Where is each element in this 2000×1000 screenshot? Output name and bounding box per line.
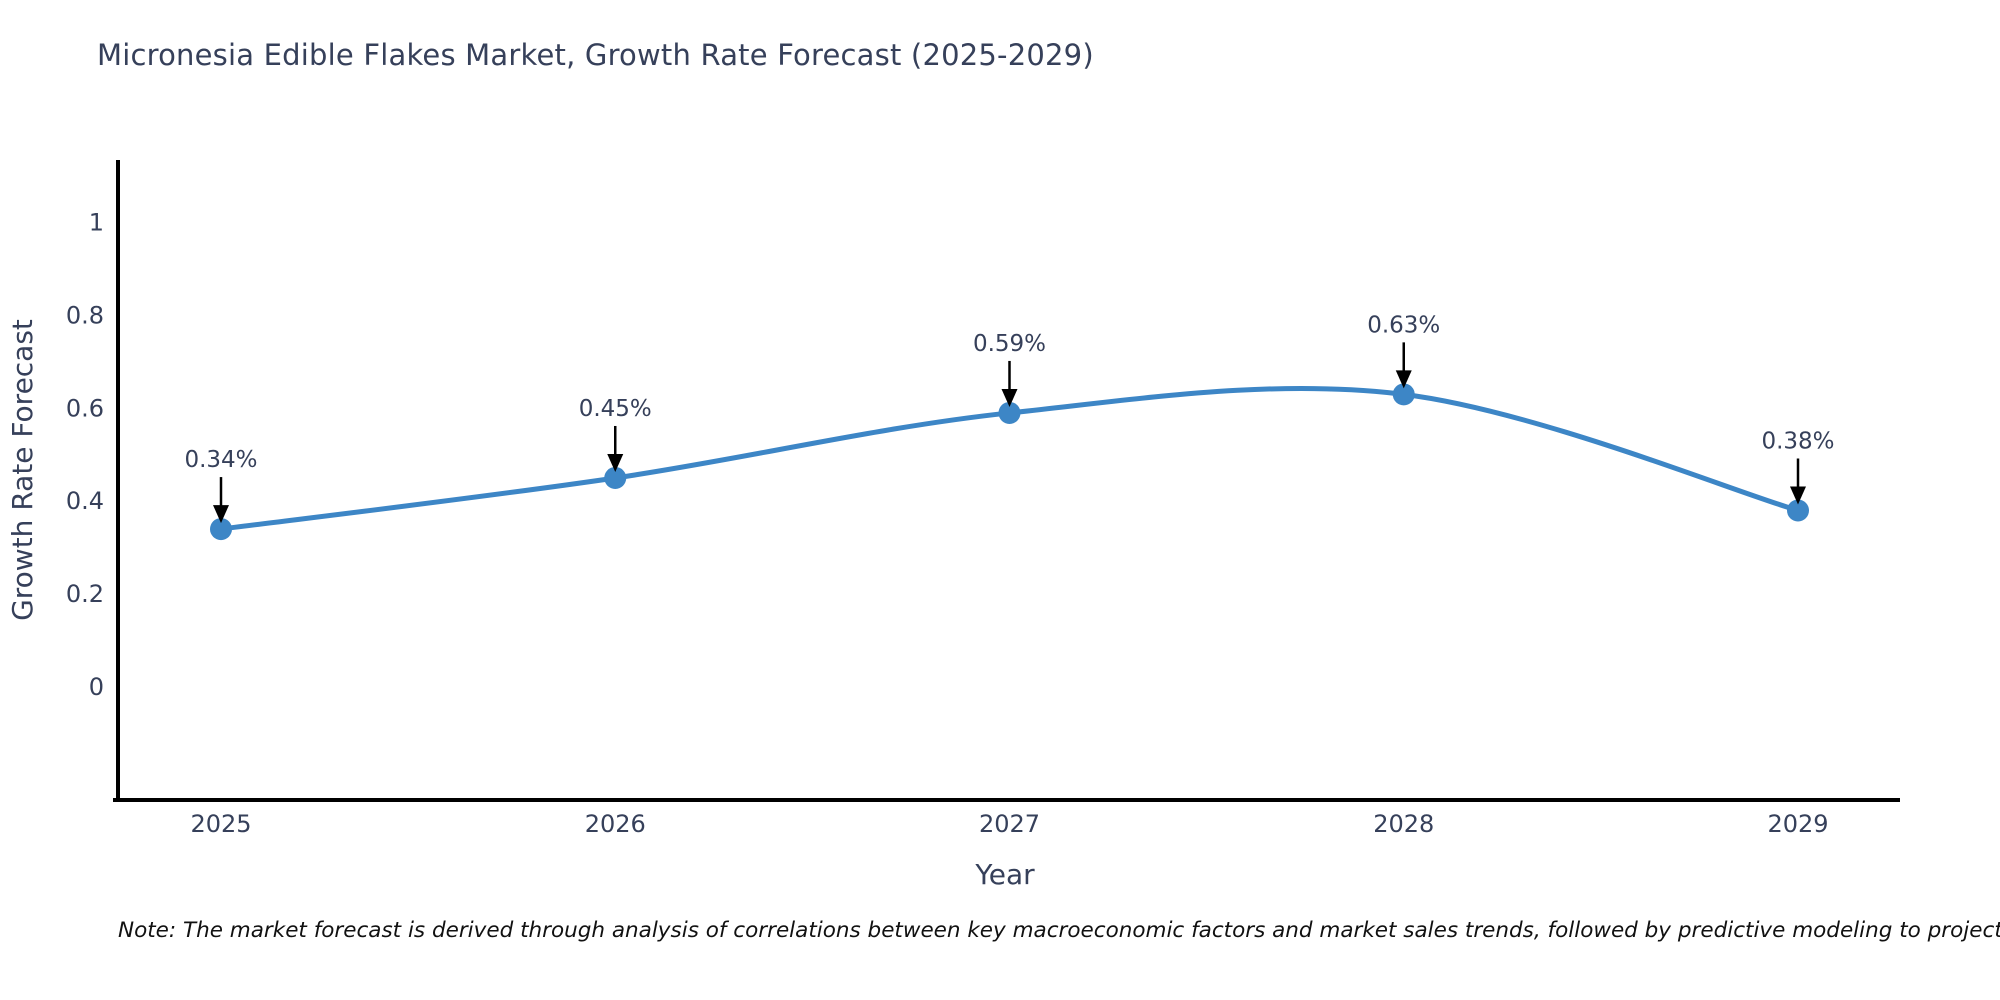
annotation-arrow-head xyxy=(607,453,624,472)
x-tick-label: 2026 xyxy=(585,810,646,838)
data-point xyxy=(1392,383,1415,406)
annotation-arrow-head xyxy=(213,505,229,524)
y-tick-label: 0.4 xyxy=(66,487,104,515)
x-tick-label: 2029 xyxy=(1767,810,1828,838)
data-point xyxy=(1787,499,1809,522)
annotation-arrow-head xyxy=(1001,388,1018,407)
chart-title: Micronesia Edible Flakes Market, Growth … xyxy=(97,38,1094,72)
y-tick-label: 1 xyxy=(89,209,104,237)
data-point-label: 0.45% xyxy=(579,396,652,422)
y-tick-label: 0.8 xyxy=(66,301,104,329)
x-tick-label: 2027 xyxy=(979,810,1040,838)
data-point-label: 0.38% xyxy=(1761,428,1834,454)
y-tick-label: 0 xyxy=(89,673,104,701)
data-point-label: 0.63% xyxy=(1367,312,1440,338)
x-tick-label: 2028 xyxy=(1373,810,1434,838)
y-tick-label: 0.2 xyxy=(66,580,104,608)
data-point xyxy=(210,518,232,541)
data-point xyxy=(998,401,1021,424)
y-tick-label: 0.6 xyxy=(66,394,104,422)
annotation-arrow-head xyxy=(1790,486,1806,505)
data-point-label: 0.34% xyxy=(184,447,257,473)
footnote: Note: The market forecast is derived thr… xyxy=(118,918,2000,943)
x-axis-title: Year xyxy=(974,858,1035,891)
data-point xyxy=(604,466,627,489)
annotation-arrow-head xyxy=(1395,370,1412,389)
y-axis-title: Growth Rate Forecast xyxy=(6,319,39,621)
x-tick-label: 2025 xyxy=(190,810,251,838)
data-point-label: 0.59% xyxy=(973,331,1046,357)
